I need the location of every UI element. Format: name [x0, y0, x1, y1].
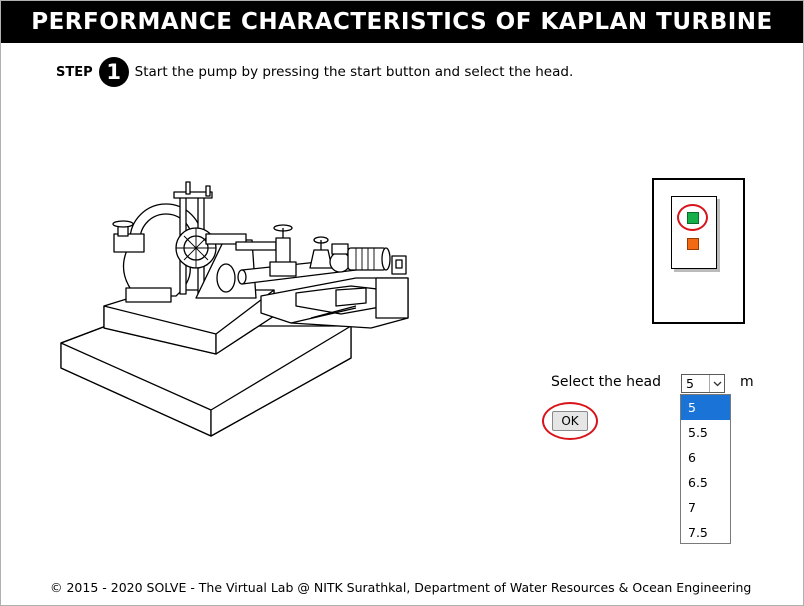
page-title: PERFORMANCE CHARACTERISTICS OF KAPLAN TU… [1, 1, 803, 43]
head-option-6[interactable]: 6 [688, 450, 696, 465]
head-option-5-5[interactable]: 5.5 [688, 425, 708, 440]
step-number-badge: 1 [98, 57, 129, 87]
head-select[interactable]: 5 [681, 374, 725, 393]
step-label: STEP [56, 64, 93, 80]
ok-button-highlight-ring [542, 402, 598, 440]
head-unit-label: m [740, 374, 754, 390]
head-select-value: 5 [686, 376, 694, 391]
head-option-7[interactable]: 7 [688, 500, 696, 515]
select-head-label: Select the head [551, 374, 662, 390]
head-options-dropdown: 5 5.5 6 6.5 7 7.5 [680, 394, 731, 544]
pump-stop-button[interactable] [687, 238, 699, 250]
head-option-6-5[interactable]: 6.5 [688, 475, 708, 490]
step-instruction: STEP 1 Start the pump by pressing the st… [56, 56, 573, 88]
chevron-down-icon[interactable] [709, 375, 724, 392]
head-option-7-5[interactable]: 7.5 [688, 525, 708, 540]
head-option-5[interactable]: 5 [681, 395, 730, 420]
ok-button[interactable]: OK [552, 411, 588, 431]
step-text: Start the pump by pressing the start but… [134, 64, 574, 80]
kaplan-turbine-rig-illustration [60, 181, 409, 437]
footer-copyright: © 2015 - 2020 SOLVE - The Virtual Lab @ … [50, 580, 752, 595]
start-button-highlight-ring [677, 204, 708, 231]
